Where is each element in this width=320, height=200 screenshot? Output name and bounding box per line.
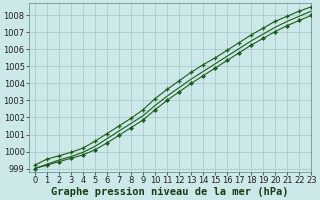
X-axis label: Graphe pression niveau de la mer (hPa): Graphe pression niveau de la mer (hPa)	[51, 186, 289, 197]
